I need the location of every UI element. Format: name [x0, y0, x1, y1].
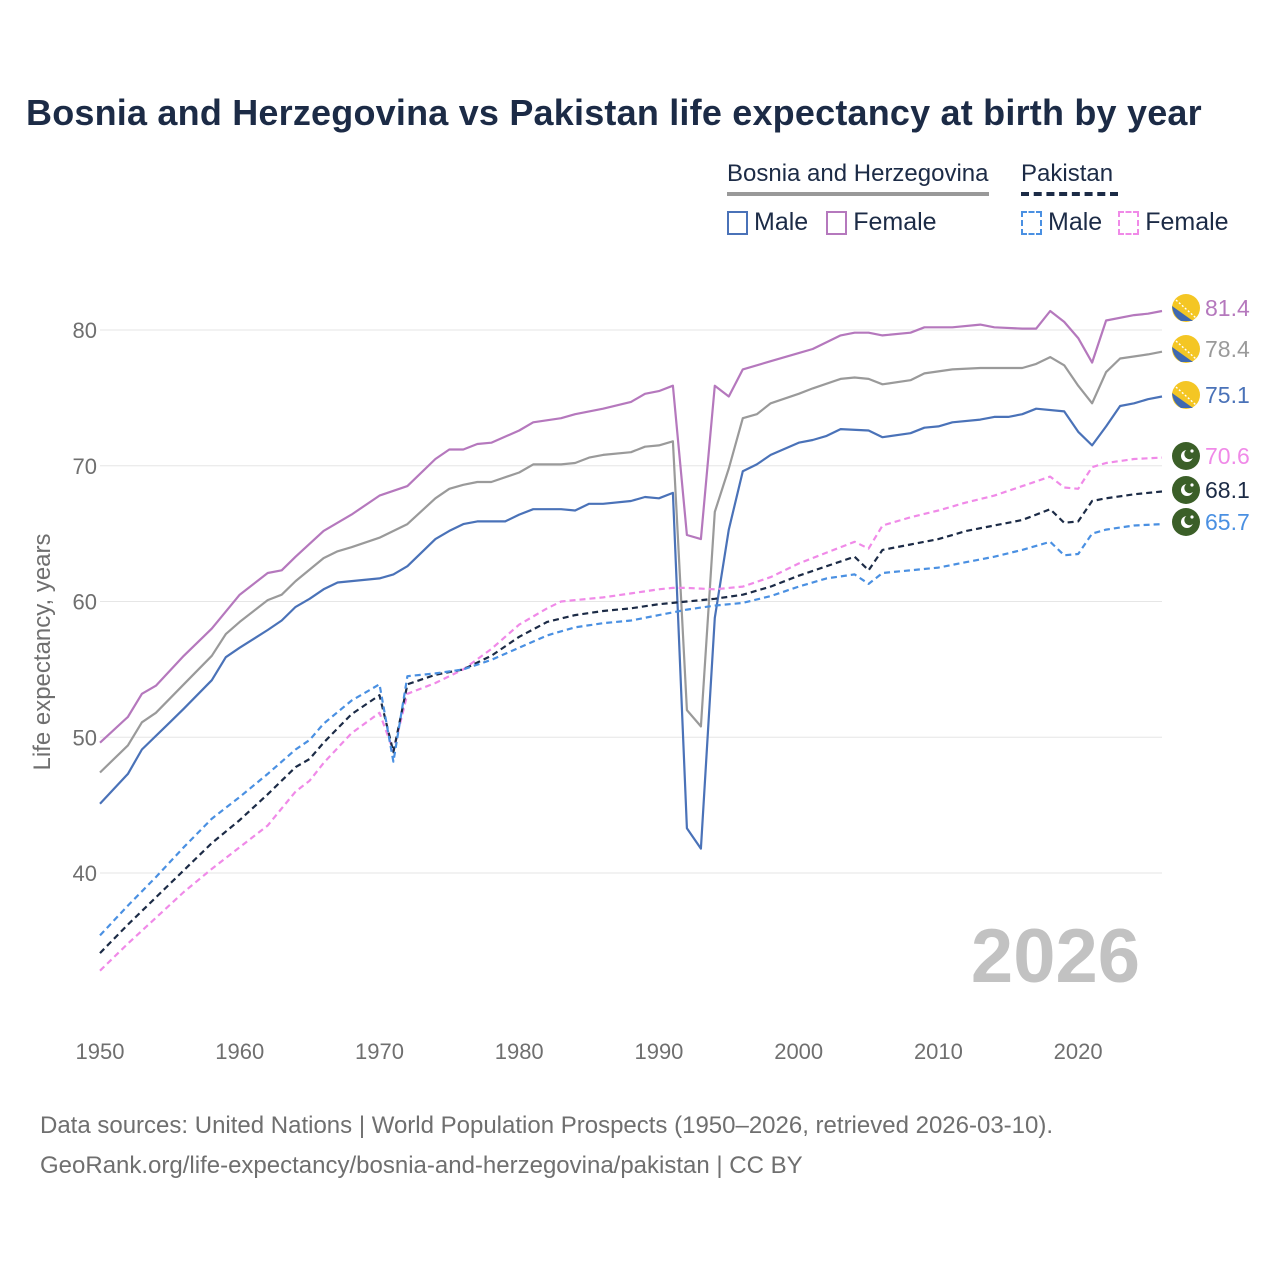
end-label-bih_female: 81.4: [1205, 295, 1250, 321]
legend-pak: Pakistan Male Female: [1021, 160, 1229, 237]
x-tick-1970: 1970: [355, 1039, 404, 1064]
pakistan-star-icon: [1190, 483, 1194, 487]
x-tick-2010: 2010: [914, 1039, 963, 1064]
series-line-bih_female: [99, 309, 1163, 744]
series-line-pak_male: [99, 523, 1163, 937]
x-tick-1950: 1950: [76, 1039, 125, 1064]
bosnia-flag-blue-icon: [1172, 393, 1193, 408]
legend-pak-female-swatch: [1118, 210, 1140, 235]
end-labels: 81.4 78.4 75.1 70.6 68.1 65.7: [1162, 294, 1250, 536]
legend-pak-title: Pakistan: [1021, 160, 1118, 196]
footer-url[interactable]: GeoRank.org/life-expectancy/bosnia-and-h…: [40, 1152, 803, 1179]
pakistan-star-icon: [1190, 449, 1194, 453]
legend-pak-female: Female: [1118, 208, 1229, 237]
gridlines: [100, 329, 1162, 874]
legend-bih-female-label: Female: [853, 208, 937, 236]
chart-title: Bosnia and Herzegovina vs Pakistan life …: [26, 92, 1202, 133]
x-axis-ticks: 1950 1960 1970 1980 1990 2000 2010 2020: [76, 1039, 1103, 1064]
year-watermark: 2026: [971, 914, 1140, 999]
bosnia-flag-stars-icon: [1175, 299, 1197, 319]
y-tick-60: 60: [73, 590, 97, 615]
legend-bih-title: Bosnia and Herzegovina: [727, 160, 989, 196]
end-label-pak_female: 70.6: [1205, 443, 1250, 469]
y-tick-70: 70: [73, 454, 97, 479]
legend-bih-male-label: Male: [754, 208, 809, 236]
pakistan-flag-stripe-icon: [1162, 476, 1176, 504]
legend-bih-female-swatch: [826, 210, 848, 235]
legend-bih-male-swatch: [727, 210, 748, 235]
pakistan-star-icon: [1190, 515, 1194, 519]
pakistan-flag-stripe-icon: [1162, 442, 1176, 470]
series-line-pak_female: [99, 456, 1163, 972]
x-tick-1990: 1990: [634, 1039, 683, 1064]
y-tick-40: 40: [73, 861, 97, 886]
end-label-pak_male: 65.7: [1205, 509, 1250, 535]
bosnia-flag-blue-icon: [1172, 306, 1193, 321]
series-line-pak_total: [99, 490, 1163, 954]
series-lines: [99, 309, 1163, 972]
legend-pak-male-label: Male: [1048, 208, 1103, 236]
bosnia-flag-stars-icon: [1175, 340, 1197, 360]
legend-pak-female-label: Female: [1145, 208, 1229, 236]
y-axis-label: Life expectancy, years: [29, 533, 56, 770]
pakistan-flag-stripe-icon: [1162, 508, 1176, 536]
x-tick-1980: 1980: [495, 1039, 544, 1064]
y-axis-ticks: 40 50 60 70 80: [73, 318, 97, 886]
legend-bih-female: Female: [826, 208, 937, 237]
x-tick-2000: 2000: [774, 1039, 823, 1064]
end-label-bih_total: 78.4: [1205, 336, 1250, 362]
legend-pak-male-swatch: [1021, 210, 1042, 235]
bosnia-flag-stars-icon: [1175, 386, 1197, 406]
bosnia-flag-blue-icon: [1172, 347, 1193, 362]
legend-bih-male: Male: [727, 208, 808, 237]
series-line-bih_male: [99, 395, 1163, 850]
end-label-bih_male: 75.1: [1205, 382, 1250, 408]
x-tick-2020: 2020: [1054, 1039, 1103, 1064]
end-label-pak_total: 68.1: [1205, 477, 1250, 503]
y-tick-80: 80: [73, 318, 97, 343]
x-tick-1960: 1960: [215, 1039, 264, 1064]
footer-source: Data sources: United Nations | World Pop…: [40, 1112, 1054, 1139]
footer: Data sources: United Nations | World Pop…: [40, 1106, 1053, 1186]
series-line-bih_total: [99, 350, 1163, 774]
legend-bih: Bosnia and Herzegovina Male Female: [727, 160, 989, 237]
y-tick-50: 50: [73, 725, 97, 750]
legend-pak-male: Male: [1021, 208, 1102, 237]
